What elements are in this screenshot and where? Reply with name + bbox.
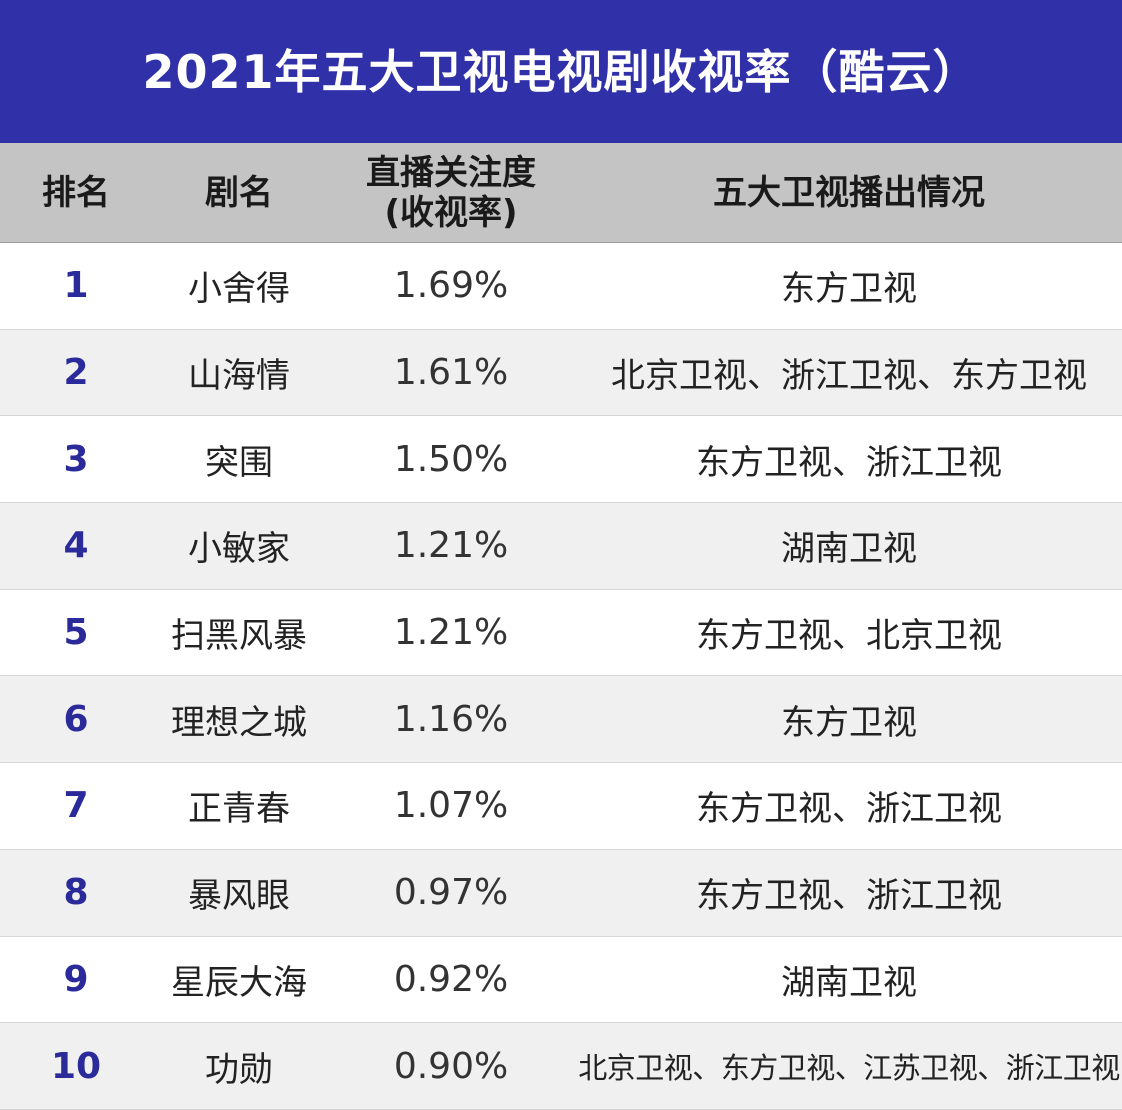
rating-cell: 1.50% (393, 438, 509, 480)
drama-name-cell: 小敏家 (188, 529, 290, 570)
channels-cell: 东方卫视、浙江卫视 (696, 876, 1002, 917)
rating-cell: 1.16% (393, 698, 509, 740)
rank-cell: 2 (63, 352, 89, 394)
rating-cell: 0.92% (393, 958, 509, 1000)
drama-name-cell: 正青春 (188, 789, 290, 830)
drama-name-cell: 功勋 (205, 1049, 273, 1090)
header-rank: 排名 (42, 172, 110, 213)
drama-name-cell: 星辰大海 (171, 962, 307, 1003)
table-row: 8 暴风眼 0.97% 东方卫视、浙江卫视 (0, 849, 1122, 937)
drama-name-cell: 小舍得 (188, 269, 290, 310)
channels-cell: 北京卫视、浙江卫视、东方卫视 (611, 356, 1087, 397)
rating-cell: 0.97% (393, 872, 509, 914)
table-row: 10 功勋 0.90% 北京卫视、东方卫视、江苏卫视、浙江卫视 (0, 1023, 1122, 1110)
table-row: 5 扫黑风暴 1.21% 东方卫视、北京卫视 (0, 589, 1122, 677)
table-body: 1 小舍得 1.69% 东方卫视 2 山海情 1.61% 北京卫视、浙江卫视、东… (0, 243, 1122, 1110)
drama-name-cell: 扫黑风暴 (171, 616, 307, 657)
header-channels: 五大卫视播出情况 (713, 172, 985, 213)
table-row: 9 星辰大海 0.92% 湖南卫视 (0, 936, 1122, 1024)
channels-cell: 东方卫视、浙江卫视 (696, 442, 1002, 483)
rank-cell: 9 (63, 958, 89, 1000)
table-row: 3 突围 1.50% 东方卫视、浙江卫视 (0, 416, 1122, 504)
table-row: 4 小敏家 1.21% 湖南卫视 (0, 503, 1122, 590)
table-row: 2 山海情 1.61% 北京卫视、浙江卫视、东方卫视 (0, 329, 1122, 417)
rank-cell: 5 (63, 612, 89, 654)
channels-cell: 湖南卫视 (781, 962, 917, 1003)
rank-cell: 1 (63, 265, 89, 307)
channels-cell: 东方卫视、浙江卫视 (696, 789, 1002, 830)
rating-cell: 1.61% (393, 352, 509, 394)
rank-cell: 4 (63, 525, 89, 567)
rating-cell: 1.07% (393, 785, 509, 827)
table-row: 7 正青春 1.07% 东方卫视、浙江卫视 (0, 763, 1122, 850)
rank-cell: 10 (50, 1045, 102, 1087)
rank-cell: 8 (63, 872, 89, 914)
table-row: 1 小舍得 1.69% 东方卫视 (0, 243, 1122, 330)
rating-cell: 1.69% (393, 265, 509, 307)
header-rate-line1: 直播关注度 (366, 152, 536, 193)
table-row: 6 理想之城 1.16% 东方卫视 (0, 676, 1122, 764)
channels-cell: 东方卫视 (781, 702, 917, 743)
drama-name-cell: 突围 (205, 442, 273, 483)
rating-cell: 1.21% (393, 525, 509, 567)
rank-cell: 6 (63, 698, 89, 740)
page-title: 2021年五大卫视电视剧收视率（酷云） (142, 44, 980, 99)
channels-cell: 北京卫视、东方卫视、江苏卫视、浙江卫视 (578, 1051, 1120, 1086)
header-rate: 直播关注度 (收视率) (326, 153, 576, 233)
drama-name-cell: 理想之城 (171, 702, 307, 743)
drama-name-cell: 暴风眼 (188, 876, 290, 917)
table-header: 排名 剧名 直播关注度 (收视率) 五大卫视播出情况 (0, 143, 1122, 243)
channels-cell: 东方卫视 (781, 269, 917, 310)
header-name: 剧名 (205, 172, 273, 213)
rating-cell: 0.90% (393, 1045, 509, 1087)
channels-cell: 东方卫视、北京卫视 (696, 616, 1002, 657)
drama-name-cell: 山海情 (188, 356, 290, 397)
rating-cell: 1.21% (393, 612, 509, 654)
channels-cell: 湖南卫视 (781, 529, 917, 570)
rank-cell: 3 (63, 438, 89, 480)
rank-cell: 7 (63, 785, 89, 827)
title-bar: 2021年五大卫视电视剧收视率（酷云） (0, 0, 1122, 143)
header-rate-line2: (收视率) (384, 192, 518, 233)
